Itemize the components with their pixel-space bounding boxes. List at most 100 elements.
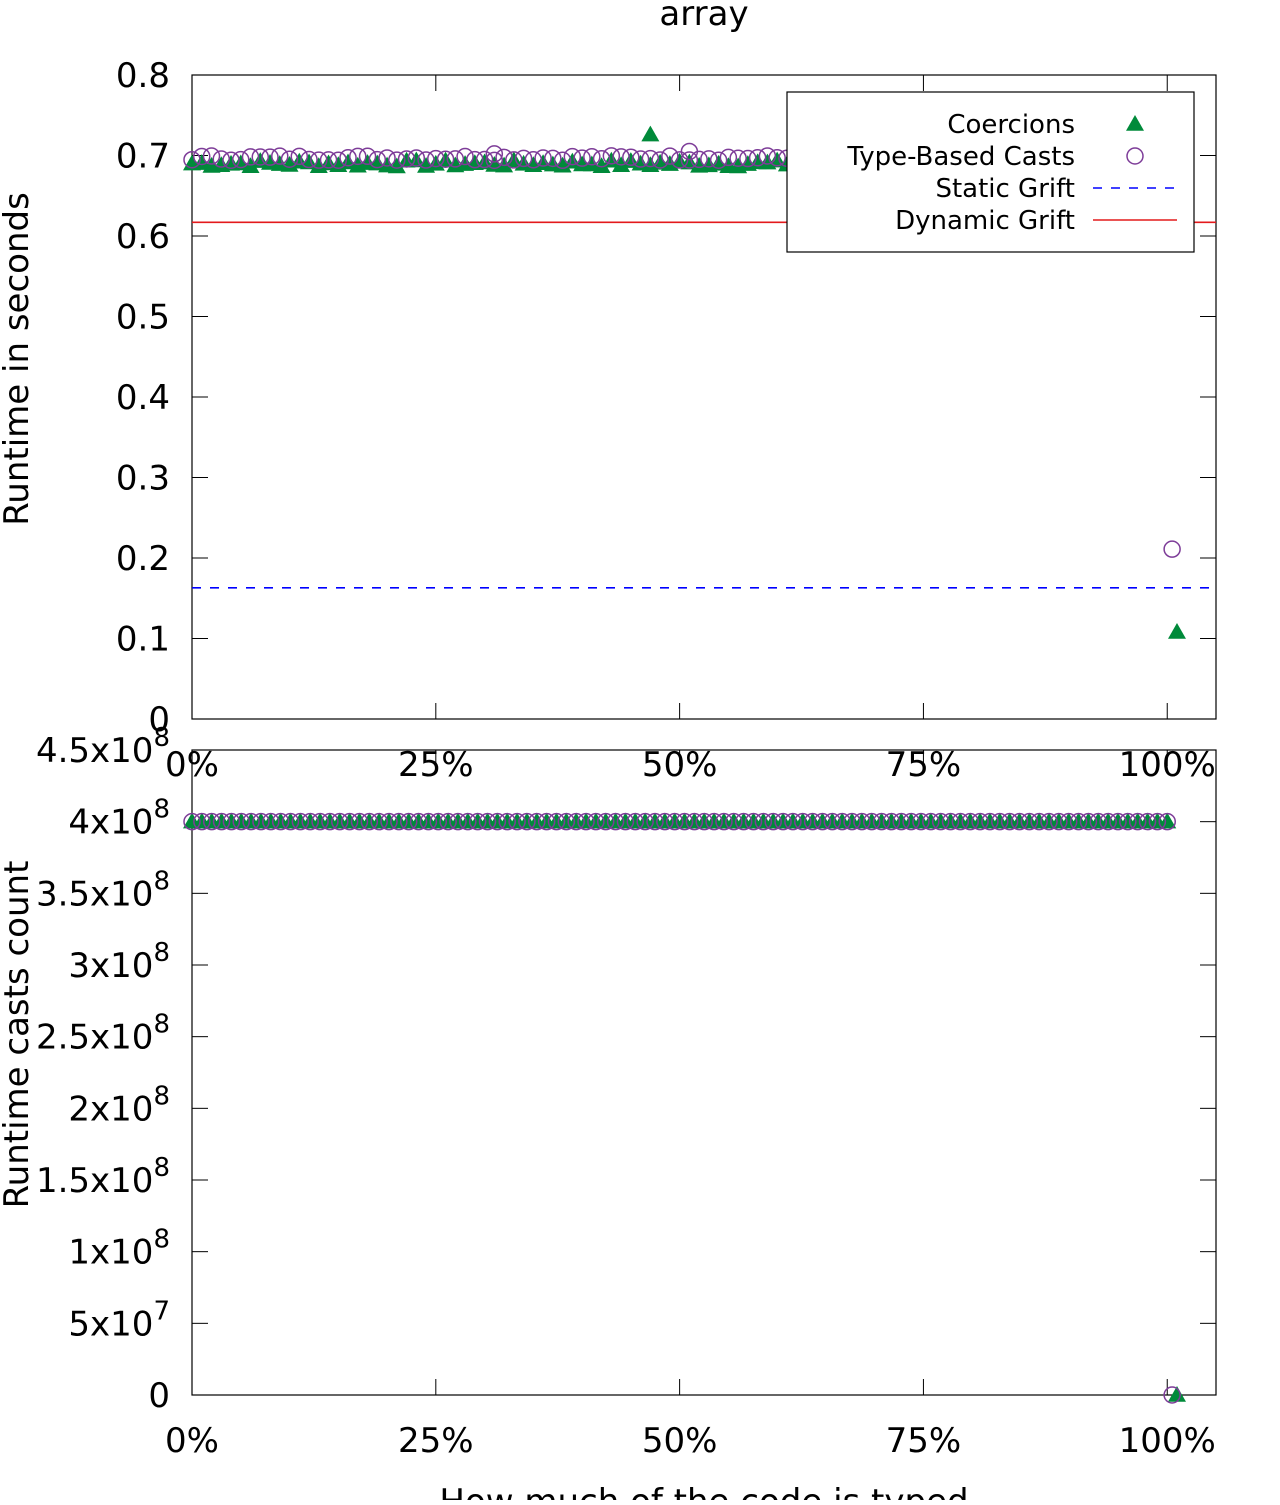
legend-swatch-triangle [1126, 115, 1144, 131]
data-point-circle [1059, 812, 1078, 831]
data-point-circle [537, 812, 556, 831]
chart-title: array [659, 0, 748, 34]
data-point-circle [794, 812, 812, 831]
data-point-circle [705, 812, 723, 831]
y-tick-label-base: 5x10 [68, 1304, 153, 1344]
data-point-circle [641, 149, 660, 168]
data-point-circle [922, 812, 940, 831]
data-point-circle [183, 812, 201, 831]
chart-panel-2: 05x1071x1081.5x1082x1082.5x1083x1083.5x1… [0, 723, 1217, 1505]
y-tick-label-exponent: 8 [153, 795, 170, 825]
data-point-circle [553, 151, 572, 170]
data-point-circle [419, 812, 438, 831]
data-point-circle [1069, 812, 1088, 831]
data-point-circle [1050, 812, 1068, 831]
data-point-circle [656, 812, 674, 831]
data-point-circle [1010, 812, 1029, 831]
data-point-circle [339, 148, 357, 167]
data-point-circle [685, 812, 704, 831]
data-point-circle [1099, 812, 1117, 831]
y-tick-label: 0.7 [116, 137, 170, 177]
data-point-circle [399, 812, 418, 831]
legend-label: Coercions [947, 110, 1075, 140]
data-point-circle [350, 812, 369, 831]
y-tick-label-exponent: 8 [153, 1225, 170, 1255]
x-tick-label: 50% [642, 1421, 718, 1461]
y-tick-label: 0.6 [116, 217, 170, 257]
data-point-circle [622, 148, 640, 166]
data-point-circle [616, 812, 635, 831]
y-tick-label: 0.1 [116, 620, 170, 660]
data-point-circle [631, 150, 650, 168]
legend-swatch-circle [1126, 147, 1144, 165]
data-point-circle [1020, 812, 1039, 831]
y-tick-label: 0.8 [116, 56, 170, 96]
data-point-circle [466, 150, 484, 169]
data-point-circle [271, 812, 290, 831]
y-tick-label-exponent: 8 [153, 1010, 170, 1040]
data-point-circle [577, 812, 595, 831]
data-point-circle [252, 812, 270, 831]
data-point-circle [1158, 812, 1176, 831]
data-point-circle [427, 149, 445, 168]
data-point-circle [212, 812, 231, 831]
data-point-triangle [407, 151, 426, 168]
data-point-circle [971, 812, 989, 831]
data-point-circle [1030, 812, 1048, 831]
data-point-circle [557, 812, 576, 831]
data-point-circle [715, 812, 733, 831]
data-point-circle [651, 151, 669, 169]
data-point-circle [291, 812, 310, 831]
data-point-circle [280, 150, 299, 168]
data-point-circle [488, 812, 507, 831]
data-point-circle [661, 147, 679, 165]
data-point-circle [680, 151, 699, 169]
data-point-circle [583, 148, 601, 166]
data-point-circle [271, 147, 289, 165]
data-point-circle [636, 812, 654, 831]
data-point-circle [378, 149, 396, 167]
y-axis-title: Runtime in seconds [0, 192, 37, 526]
data-point-circle [680, 142, 699, 161]
y-tick-label: 0.4 [116, 378, 170, 418]
data-point-circle [1109, 812, 1127, 831]
data-point-circle [931, 812, 950, 831]
data-point-circle [485, 151, 504, 170]
y-tick-label: 4x108 [68, 795, 170, 843]
data-point-circle [774, 812, 792, 831]
data-point-circle [370, 812, 388, 831]
data-point-circle [764, 812, 782, 831]
data-point-circle [368, 150, 387, 169]
data-point-circle [1163, 540, 1181, 558]
data-point-circle [813, 812, 832, 831]
data-point-circle [981, 812, 999, 831]
data-point-circle [872, 812, 891, 831]
data-point-circle [358, 147, 377, 166]
y-tick-label-exponent: 8 [153, 938, 170, 968]
data-point-circle [695, 812, 713, 831]
legend-box [786, 91, 1195, 253]
data-point-triangle [641, 125, 660, 142]
data-point-circle [449, 812, 467, 831]
data-point-circle [331, 812, 349, 831]
data-point-circle [563, 147, 582, 166]
data-point-circle [912, 812, 930, 831]
data-point-triangle [387, 157, 406, 174]
data-point-circle [592, 149, 611, 168]
data-point-circle [193, 147, 211, 166]
data-point-circle [675, 812, 694, 831]
data-point-circle [508, 812, 526, 831]
data-point-circle [1000, 812, 1019, 831]
data-point-circle [319, 151, 338, 169]
data-point-circle [242, 812, 260, 831]
data-point-circle [754, 812, 773, 831]
data-point-circle [310, 151, 328, 169]
data-point-circle [232, 150, 250, 169]
data-point-circle [1128, 812, 1147, 831]
data-point-circle [862, 812, 881, 831]
data-point-circle [961, 812, 979, 831]
data-point-circle [784, 812, 802, 831]
